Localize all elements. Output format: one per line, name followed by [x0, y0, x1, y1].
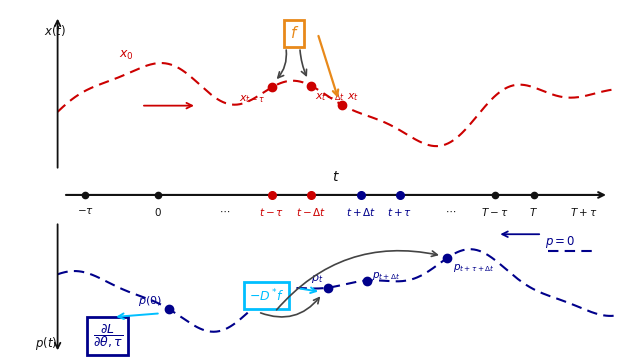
- Text: $p(0)$: $p(0)$: [138, 294, 163, 308]
- Text: $x(t)$: $x(t)$: [44, 23, 66, 38]
- Text: $p(t)$: $p(t)$: [35, 335, 58, 352]
- Text: $\cdots$: $\cdots$: [445, 206, 456, 216]
- Text: $x_{t-\Delta t}$: $x_{t-\Delta t}$: [316, 92, 346, 104]
- Text: $T+\tau$: $T+\tau$: [570, 206, 598, 218]
- Text: $t+\Delta t$: $t+\Delta t$: [346, 206, 376, 218]
- Text: $t-\Delta t$: $t-\Delta t$: [296, 206, 326, 218]
- Text: $t$: $t$: [332, 170, 340, 184]
- Text: $x_{t-\tau}$: $x_{t-\tau}$: [239, 93, 265, 105]
- Text: $0$: $0$: [154, 206, 162, 218]
- Text: $p_{t+\tau+\Delta t}$: $p_{t+\tau+\Delta t}$: [453, 262, 495, 274]
- Text: $-\tau$: $-\tau$: [77, 206, 94, 216]
- Text: $t+\tau$: $t+\tau$: [387, 206, 413, 218]
- Text: $\cdots$: $\cdots$: [219, 206, 230, 216]
- Text: $t-\tau$: $t-\tau$: [259, 206, 285, 218]
- Text: $-D^*\!f$: $-D^*\!f$: [249, 287, 284, 304]
- Text: $x_0$: $x_0$: [119, 49, 134, 62]
- Text: $p=0$: $p=0$: [545, 234, 575, 250]
- Text: $p_t$: $p_t$: [311, 273, 323, 285]
- Text: $\dfrac{\partial L}{\partial \theta,\tau}$: $\dfrac{\partial L}{\partial \theta,\tau…: [93, 322, 123, 350]
- Text: $f$: $f$: [289, 25, 299, 41]
- Text: $x_t$: $x_t$: [347, 92, 359, 104]
- Text: $T$: $T$: [529, 206, 538, 218]
- Text: $p_{t+\Delta t}$: $p_{t+\Delta t}$: [372, 270, 401, 282]
- Text: $T-\tau$: $T-\tau$: [481, 206, 508, 218]
